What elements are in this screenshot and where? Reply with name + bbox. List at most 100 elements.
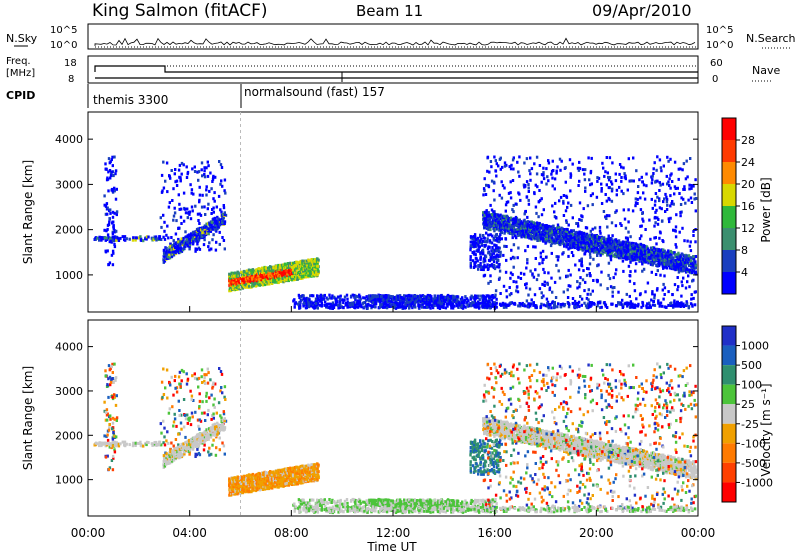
- velocity-cell: [110, 446, 113, 450]
- power-cell: [578, 232, 581, 236]
- power-cell: [417, 305, 421, 309]
- power-cell: [543, 227, 546, 231]
- power-cell: [624, 240, 628, 244]
- power-cell: [567, 247, 570, 251]
- power-cell: [464, 295, 467, 299]
- power-cell: [310, 265, 314, 269]
- power-cell: [532, 245, 535, 249]
- power-cell: [358, 295, 362, 299]
- power-cell: [488, 259, 492, 263]
- power-cell: [288, 269, 292, 273]
- power-cell: [587, 236, 590, 240]
- power-cell: [163, 252, 167, 256]
- power-cell: [562, 199, 565, 203]
- power-cell: [229, 289, 233, 293]
- power-cell: [115, 229, 118, 233]
- power-cell: [631, 305, 635, 309]
- power-cell: [423, 305, 426, 309]
- power-cell: [193, 233, 197, 237]
- power-cell: [666, 255, 669, 259]
- power-cell: [607, 253, 610, 257]
- power-cell: [218, 230, 221, 234]
- power-cell: [479, 301, 482, 305]
- power-cell: [287, 265, 291, 269]
- power-cell: [539, 237, 543, 241]
- power-cell: [505, 245, 508, 248]
- power-cell: [525, 286, 528, 290]
- power-cell: [663, 305, 667, 309]
- power-cell: [484, 218, 487, 222]
- power-cell: [504, 209, 507, 213]
- power-cell: [590, 233, 594, 237]
- nsky-trace: [94, 37, 696, 48]
- power-cell: [494, 159, 497, 163]
- power-cell: [319, 293, 323, 297]
- power-cell: [178, 239, 182, 243]
- power-cell: [629, 302, 632, 306]
- power-cell: [263, 283, 267, 287]
- power-cell: [679, 214, 682, 218]
- velocity-cell: [223, 452, 226, 456]
- power-cell: [637, 302, 640, 306]
- power-cell: [675, 300, 679, 304]
- power-cell: [641, 262, 644, 266]
- power-cell: [565, 194, 568, 198]
- power-cell: [662, 240, 665, 244]
- power-cell: [644, 252, 647, 256]
- power-cell: [128, 237, 131, 241]
- power-cell: [263, 274, 266, 278]
- power-cell: [564, 243, 568, 247]
- power-cell: [456, 297, 459, 301]
- power-cell: [323, 293, 326, 297]
- power-cell: [475, 257, 478, 261]
- power-cell: [489, 253, 492, 257]
- power-cell: [607, 261, 611, 265]
- power-cell: [160, 225, 163, 229]
- power-cell: [525, 235, 528, 239]
- power-cell: [206, 207, 209, 211]
- power-cell: [549, 303, 552, 307]
- power-cell: [229, 285, 233, 289]
- power-cell: [575, 222, 578, 225]
- power-cell: [545, 231, 548, 234]
- power-cell: [220, 210, 223, 214]
- power-cell: [492, 251, 496, 255]
- power-cell: [212, 233, 215, 237]
- power-cell: [379, 303, 382, 307]
- power-cell: [690, 293, 693, 297]
- power-cell: [682, 276, 685, 280]
- velocity-cell: [115, 435, 118, 439]
- velocity-cell: [106, 412, 109, 416]
- power-cell: [633, 289, 637, 293]
- velocity-cell: [114, 403, 118, 407]
- power-cell: [518, 233, 521, 237]
- power-cell: [193, 165, 196, 169]
- power-cell: [626, 301, 629, 305]
- power-cell: [567, 201, 570, 205]
- power-cell: [594, 236, 597, 240]
- power-cell: [510, 248, 513, 252]
- power-cell: [323, 303, 326, 307]
- power-cell: [542, 166, 545, 170]
- power-cell: [113, 189, 116, 193]
- power-cell: [514, 234, 517, 238]
- power-cell: [623, 175, 626, 179]
- power-cell: [198, 212, 201, 216]
- power-cell: [535, 237, 539, 241]
- power-cell: [384, 296, 387, 300]
- power-cell: [381, 305, 385, 309]
- power-cell: [629, 270, 632, 274]
- power-cell: [495, 233, 498, 236]
- power-cell: [491, 249, 494, 253]
- power-cell: [572, 233, 575, 237]
- cpid-segment-1: themis 3300: [93, 93, 168, 107]
- power-cell: [609, 255, 612, 259]
- power-cell: [555, 241, 559, 245]
- power-cell: [679, 255, 682, 259]
- power-cell: [582, 269, 585, 273]
- power-cell: [575, 305, 578, 309]
- power-cell: [688, 264, 691, 267]
- power-cell: [234, 271, 237, 275]
- power-cell: [687, 198, 690, 202]
- power-cell: [618, 256, 621, 260]
